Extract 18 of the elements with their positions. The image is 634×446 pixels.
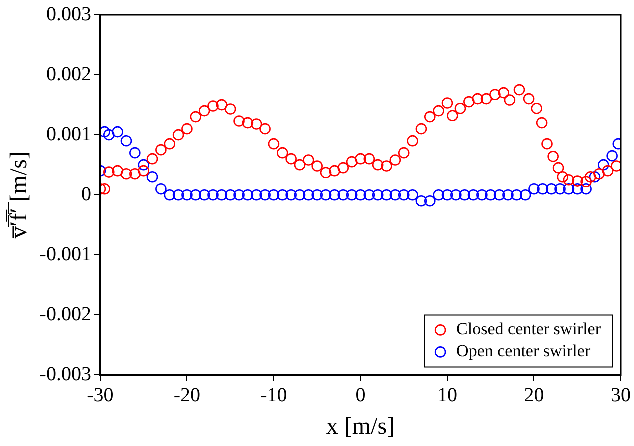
- y-tick-label: 0.002: [46, 63, 92, 86]
- x-tick-label: -30: [87, 384, 114, 406]
- legend-label: Closed center swirler: [456, 320, 602, 339]
- x-tick-label: 20: [524, 384, 544, 406]
- x-tick-label: -10: [260, 384, 288, 406]
- x-axis-title: x [m/s]: [326, 414, 396, 440]
- x-tick-label: 0: [356, 384, 366, 406]
- y-tick-label: 0: [81, 183, 92, 206]
- y-tick-label: 0.001: [46, 123, 92, 146]
- y-axis-title: v̅′̅f̅′̅ [m/s]: [6, 152, 33, 240]
- y-tick-label: -0.001: [40, 243, 92, 266]
- legend-label: Open center swirler: [456, 342, 591, 361]
- x-tick-label: 30: [611, 384, 631, 406]
- y-tick-label: -0.003: [40, 363, 92, 386]
- x-tick-label: 10: [437, 384, 458, 406]
- y-tick-label: -0.002: [40, 303, 92, 326]
- x-tick-label: -20: [174, 384, 201, 406]
- y-tick-label: 0.003: [46, 3, 92, 26]
